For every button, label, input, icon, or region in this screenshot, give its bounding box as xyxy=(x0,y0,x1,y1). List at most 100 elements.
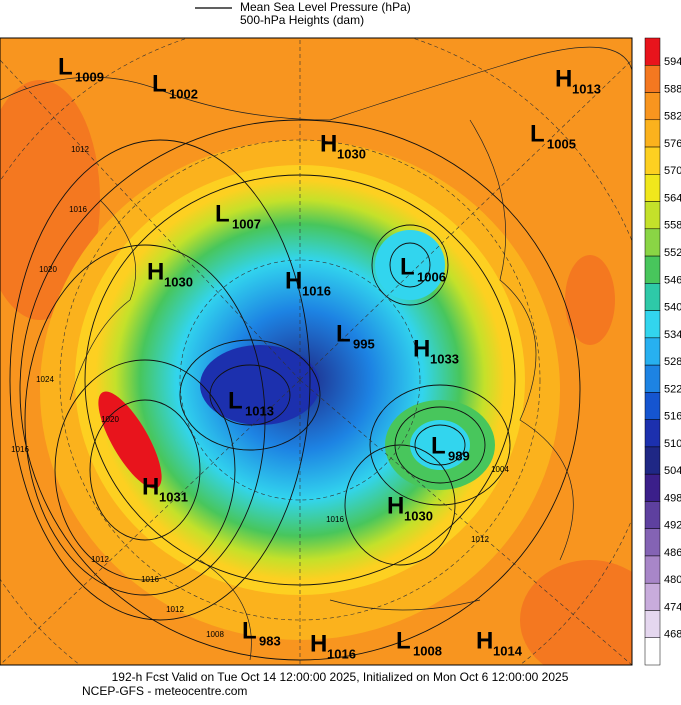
center-letter: H xyxy=(387,492,404,519)
colorbar-label: 558 xyxy=(664,220,681,232)
colorbar-label: 486 xyxy=(664,547,681,559)
colorbar-box xyxy=(644,364,661,393)
colorbar-box xyxy=(644,283,661,311)
isobar-label: 1016 xyxy=(11,445,29,454)
center-letter: L xyxy=(228,387,243,414)
center-letter: L xyxy=(215,200,230,227)
footer-text: NCEP-GFS - meteocentre.com xyxy=(82,684,247,698)
isobar-label: 1020 xyxy=(101,415,119,424)
center-value: 1016 xyxy=(327,646,356,661)
colorbar-label: 480 xyxy=(664,574,681,586)
colorbar-label: 540 xyxy=(664,302,681,314)
center-letter: H xyxy=(285,267,302,294)
colorbar-box xyxy=(644,255,661,284)
colorbar-label: 576 xyxy=(664,138,681,150)
isobar-labels: 1012 1016 1020 1024 1016 1012 1020 1016 1012 1008… xyxy=(11,145,509,639)
colorbar-box xyxy=(644,610,661,638)
map: 1012 1016 1020 1024 1016 1012 1020 1016 1012 1008… xyxy=(0,38,632,665)
center-value: 1006 xyxy=(417,269,446,284)
center-value: 995 xyxy=(353,336,375,351)
map-frame xyxy=(0,37,633,666)
footer-text: 192-h Fcst Valid on Tue Oct 14 12:00:00 … xyxy=(112,670,569,684)
center-letter: H xyxy=(320,130,337,157)
colorbar-label: 492 xyxy=(664,520,681,532)
center-letter: L xyxy=(530,120,545,147)
center-value: 1030 xyxy=(164,274,193,289)
center-letter: H xyxy=(142,473,159,500)
colorbar-box xyxy=(644,174,661,202)
colorbar-label: 468 xyxy=(664,629,681,641)
center-value: 1013 xyxy=(245,403,274,418)
colorbar-box xyxy=(644,92,661,121)
center-value: 1014 xyxy=(493,643,523,658)
colorbar-box xyxy=(644,228,661,257)
center-letter: L xyxy=(336,320,351,347)
colorbar-label: 504 xyxy=(664,465,681,477)
colorbar-label: 510 xyxy=(664,438,681,450)
isobar-label: 1012 xyxy=(166,605,184,614)
colorbar-box xyxy=(644,419,661,448)
center-value: 1008 xyxy=(413,643,442,658)
isobar-label: 1016 xyxy=(69,205,87,214)
center-value: 983 xyxy=(259,633,281,648)
isobar-label: 1012 xyxy=(71,145,89,154)
center-value: 989 xyxy=(448,448,470,463)
isobars xyxy=(9,119,581,661)
colorbar-box xyxy=(644,501,661,529)
center-value: 1005 xyxy=(547,136,576,151)
center-letter: L xyxy=(400,253,415,280)
center-value: 1007 xyxy=(232,216,261,231)
center-letter: H xyxy=(555,65,572,92)
isobar-label: 1020 xyxy=(39,265,57,274)
colorbar-box xyxy=(644,637,661,666)
isobar-label: 1004 xyxy=(491,465,509,474)
colorbar-label: 474 xyxy=(664,601,681,613)
colorbar-box xyxy=(644,446,661,475)
legend-text: Mean Sea Level Pressure (hPa) xyxy=(240,0,411,14)
legend-text: 500-hPa Heights (dam) xyxy=(240,13,364,27)
colorbar-box xyxy=(644,310,661,339)
center-value: 1030 xyxy=(337,146,366,161)
center-value: 1013 xyxy=(572,81,601,96)
center-value: 1033 xyxy=(430,351,459,366)
colorbar-box xyxy=(644,146,661,175)
isobar-label: 1024 xyxy=(36,375,54,384)
colorbar-box xyxy=(644,119,661,148)
colorbar-label: 588 xyxy=(664,83,681,95)
colorbar-label: 522 xyxy=(664,383,681,395)
colorbar-box xyxy=(644,473,661,502)
center-value: 1002 xyxy=(169,86,198,101)
center-letter: H xyxy=(413,335,430,362)
isobar-label: 1012 xyxy=(471,535,489,544)
colorbar-label: 582 xyxy=(664,111,681,123)
center-letter: L xyxy=(396,627,411,654)
center-letter: L xyxy=(431,432,446,459)
grid-lines xyxy=(0,38,632,665)
center-letter: L xyxy=(58,53,73,80)
colorbar-label: 552 xyxy=(664,247,681,259)
colorbar-label: 516 xyxy=(664,411,681,423)
colorbar-label: 534 xyxy=(664,329,681,341)
isobar-label: 1008 xyxy=(206,630,224,639)
colorbar-label: 594 xyxy=(664,56,681,68)
center-letter: H xyxy=(310,630,327,657)
center-value: 1016 xyxy=(302,283,331,298)
isobar-label: 1012 xyxy=(91,555,109,564)
colorbar-label: 564 xyxy=(664,192,681,204)
center-letter: H xyxy=(147,258,164,285)
colorbar-label: 546 xyxy=(664,274,681,286)
center-letter: L xyxy=(152,70,167,97)
coastlines xyxy=(0,46,632,661)
colorbar-box xyxy=(644,201,661,230)
center-value: 1009 xyxy=(75,69,104,84)
center-letter: L xyxy=(242,617,257,644)
colorbar-box xyxy=(644,65,661,93)
colorbar-box xyxy=(644,392,661,420)
colorbar-label: 498 xyxy=(664,492,681,504)
colorbar-box xyxy=(644,582,661,611)
isobar-label: 1016 xyxy=(326,515,344,524)
colorbar-box xyxy=(644,37,661,66)
center-letter: H xyxy=(476,627,493,654)
